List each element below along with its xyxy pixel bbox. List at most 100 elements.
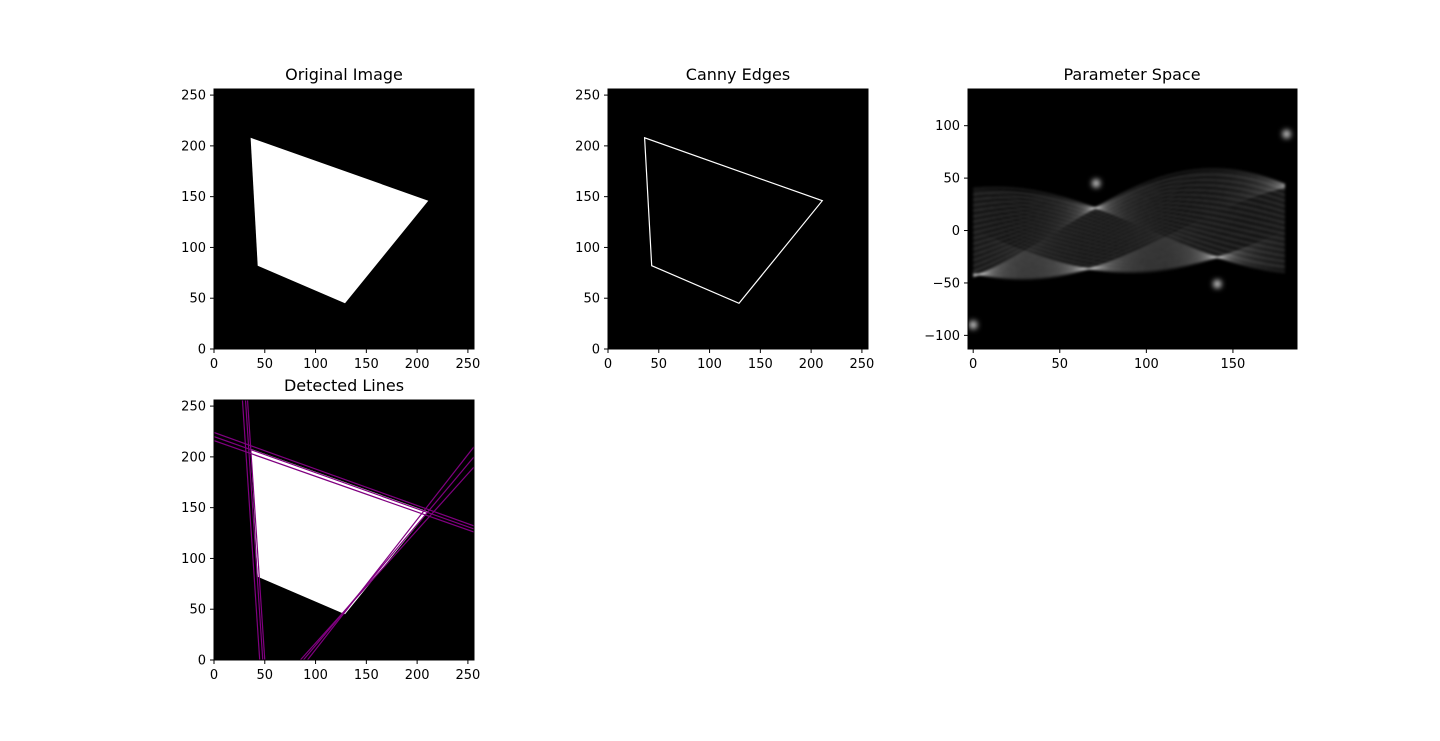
hough-peak bbox=[1213, 280, 1222, 288]
hough-curve bbox=[973, 180, 1286, 277]
x-tick-label: 50 bbox=[257, 668, 274, 683]
title-detected-lines: Detected Lines bbox=[284, 376, 404, 395]
y-tick-label: 0 bbox=[198, 654, 206, 669]
x-tick-label: 50 bbox=[1052, 357, 1069, 372]
axes-frame bbox=[213, 399, 475, 661]
hough-curve bbox=[973, 206, 1286, 246]
y-tick-label: 150 bbox=[181, 501, 206, 516]
hough-curve bbox=[973, 191, 1285, 268]
hough-peak bbox=[1092, 179, 1101, 188]
y-tick-label: 100 bbox=[181, 241, 206, 256]
y-tick-label: 200 bbox=[575, 139, 600, 154]
axis-ticks: 0 50 100 150 200 250 0 50 100 150 200 250 bbox=[575, 89, 874, 372]
axis-ticks: 0 50 100 150 200 250 0 50 100 150 200 250 bbox=[181, 89, 480, 372]
detected-line bbox=[214, 435, 474, 530]
axis-ticks: 0 50 100 150 200 250 0 50 100 150 200 250 bbox=[181, 400, 480, 683]
quadrilateral-shape bbox=[250, 448, 429, 615]
hough-curves bbox=[972, 168, 1286, 280]
x-tick-label: 50 bbox=[651, 357, 668, 372]
hough-peak bbox=[1282, 130, 1291, 139]
hough-peaks bbox=[969, 130, 1291, 329]
hough-curve bbox=[973, 186, 1285, 277]
x-tick-label: 0 bbox=[969, 357, 977, 372]
detected-line bbox=[214, 431, 474, 527]
y-tick-label: 100 bbox=[181, 552, 206, 567]
x-tick-label: 250 bbox=[849, 357, 874, 372]
hough-curve bbox=[972, 176, 1286, 277]
x-tick-label: 150 bbox=[354, 668, 379, 683]
hough-curve bbox=[972, 168, 1286, 278]
edge-outline bbox=[643, 136, 824, 305]
y-tick-label: −50 bbox=[933, 276, 960, 291]
y-tick-label: 50 bbox=[583, 292, 600, 307]
x-tick-label: 200 bbox=[405, 668, 430, 683]
detected-line bbox=[299, 466, 474, 660]
hough-curve bbox=[973, 186, 1285, 276]
hough-curve bbox=[973, 181, 1286, 277]
y-tick-label: 0 bbox=[952, 224, 960, 239]
y-tick-label: 250 bbox=[181, 400, 206, 415]
y-tick-label: 50 bbox=[189, 603, 206, 618]
hough-curve bbox=[973, 186, 1285, 276]
panel-detected-lines: Detected Lines 0 50 100 150 200 250 0 50 100 150 2… bbox=[181, 376, 480, 683]
hough-curve bbox=[973, 200, 1286, 257]
panel-canny-edges: Canny Edges 0 50 100 150 200 250 0 50 100 150 200 2… bbox=[575, 65, 874, 372]
y-tick-label: 100 bbox=[935, 119, 960, 134]
y-tick-label: 250 bbox=[575, 89, 600, 104]
hough-curve bbox=[973, 185, 1285, 276]
x-tick-label: 150 bbox=[748, 357, 773, 372]
x-tick-label: 250 bbox=[455, 357, 480, 372]
title-canny-edges: Canny Edges bbox=[686, 65, 790, 84]
hough-curve bbox=[973, 206, 1286, 235]
detected-line bbox=[246, 400, 266, 660]
axes-frame bbox=[967, 88, 1298, 350]
hough-curve bbox=[973, 185, 1285, 276]
y-tick-label: −100 bbox=[924, 329, 960, 344]
hough-curve bbox=[972, 171, 1286, 278]
x-tick-label: 50 bbox=[257, 357, 274, 372]
x-tick-label: 200 bbox=[405, 357, 430, 372]
x-tick-label: 0 bbox=[210, 668, 218, 683]
title-parameter-space: Parameter Space bbox=[1063, 65, 1200, 84]
title-original-image: Original Image bbox=[285, 65, 403, 84]
hough-curve bbox=[973, 178, 1286, 277]
x-tick-label: 100 bbox=[303, 357, 328, 372]
hough-curve bbox=[973, 183, 1285, 276]
panel-parameter-space: Parameter Space 0 50 100 150 100 50 0 −50 −100 bbox=[924, 65, 1298, 372]
y-tick-label: 0 bbox=[592, 343, 600, 358]
y-tick-label: 250 bbox=[181, 89, 206, 104]
image-background bbox=[608, 89, 868, 349]
detected-line bbox=[306, 446, 474, 660]
axes-frame bbox=[213, 88, 475, 350]
x-tick-label: 0 bbox=[604, 357, 612, 372]
hough-curve bbox=[973, 202, 1286, 239]
y-tick-label: 150 bbox=[575, 190, 600, 205]
x-tick-label: 100 bbox=[303, 668, 328, 683]
detected-line bbox=[214, 440, 474, 533]
axis-ticks: 0 50 100 150 100 50 0 −50 −100 bbox=[924, 119, 1245, 372]
x-tick-label: 0 bbox=[210, 357, 218, 372]
hough-curve bbox=[973, 184, 1285, 276]
y-tick-label: 100 bbox=[575, 241, 600, 256]
y-tick-label: 150 bbox=[181, 190, 206, 205]
y-tick-label: 0 bbox=[198, 343, 206, 358]
hough-curve bbox=[972, 173, 1286, 278]
detected-lines bbox=[214, 400, 474, 660]
y-tick-label: 50 bbox=[189, 292, 206, 307]
panel-original-image: Original Image 0 50 100 150 200 250 0 50 100 150 2… bbox=[181, 65, 480, 372]
x-tick-label: 150 bbox=[1221, 357, 1246, 372]
y-tick-label: 200 bbox=[181, 450, 206, 465]
x-tick-label: 100 bbox=[1134, 357, 1159, 372]
x-tick-label: 150 bbox=[354, 357, 379, 372]
x-tick-label: 200 bbox=[799, 357, 824, 372]
x-tick-label: 250 bbox=[455, 668, 480, 683]
hough-curve bbox=[973, 186, 1286, 277]
detected-line bbox=[302, 456, 474, 660]
hough-peak bbox=[969, 320, 978, 329]
x-tick-label: 100 bbox=[697, 357, 722, 372]
axes-frame bbox=[607, 88, 869, 350]
quadrilateral-shape bbox=[250, 137, 429, 304]
y-tick-label: 200 bbox=[181, 139, 206, 154]
y-tick-label: 50 bbox=[943, 172, 960, 187]
